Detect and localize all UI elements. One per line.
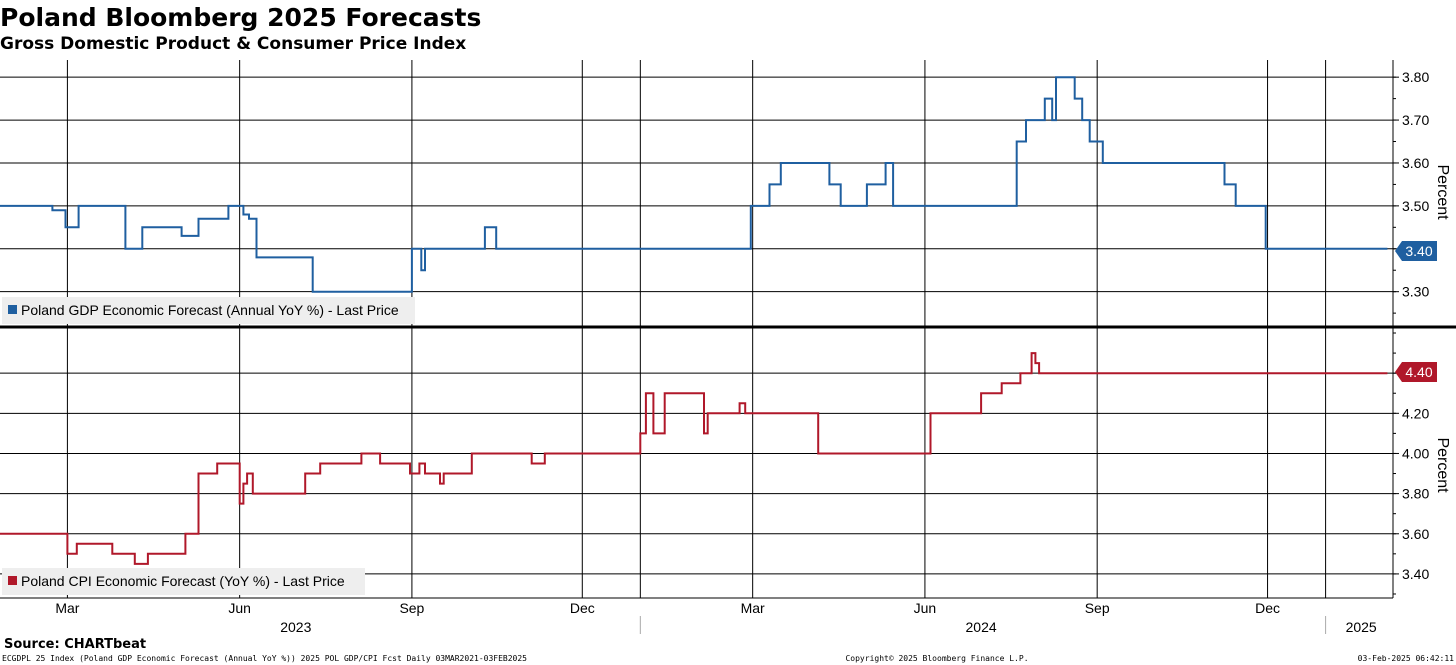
cpi-last-value: 4.40 [1405,364,1432,380]
gdp-ytick-label: 3.80 [1402,69,1429,85]
x-tick-label: Mar [741,600,765,616]
cpi-series [0,352,1388,565]
gdp-ytick-label: 3.50 [1402,198,1429,214]
grid [0,60,1393,598]
cpi-ytick-label: 3.40 [1402,566,1429,582]
cpi-ytick-label: 4.20 [1402,405,1429,421]
cpi-last-tag: 4.40 [1395,362,1437,382]
cpi-legend-label: Poland CPI Economic Forecast (YoY %) - L… [21,573,345,589]
x-year-label: 2024 [966,619,997,635]
gdp-ylabel: Percent [1434,164,1451,220]
footer-left: ECGDPL 25 Index (Poland GDP Economic For… [2,654,527,663]
gdp-last-value: 3.40 [1405,243,1432,259]
axes: Mar Jun Sep Dec Mar Jun Sep Dec 2023 2024 2025 3.80… [0,60,1456,635]
cpi-legend-swatch [8,576,17,585]
chart-title: Poland Bloomberg 2025 Forecasts [0,3,481,32]
x-year-label: 2023 [280,619,311,635]
gdp-legend-swatch [8,305,17,314]
gdp-ytick-label: 3.70 [1402,112,1429,128]
cpi-legend-box [2,568,365,595]
cpi-line [0,352,1388,565]
x-year-label: 2025 [1346,619,1377,635]
x-tick-label: Jun [228,600,251,616]
cpi-last-tag-shape [1395,362,1437,382]
cpi-legend: Poland CPI Economic Forecast (YoY %) - L… [2,568,365,595]
x-tick-label: Sep [399,600,424,616]
x-tick-label: Sep [1085,600,1110,616]
gdp-line [0,76,1388,293]
x-tick-label: Mar [55,600,79,616]
footer-center: Copyright© 2025 Bloomberg Finance L.P. [845,654,1028,663]
cpi-ytick-label: 4.00 [1402,445,1429,461]
cpi-ytick-label: 3.60 [1402,526,1429,542]
gdp-legend-label: Poland GDP Economic Forecast (Annual YoY… [21,302,399,318]
gdp-legend: Poland GDP Economic Forecast (Annual YoY… [2,297,415,324]
x-tick-label: Dec [570,600,595,616]
gdp-ytick-label: 3.30 [1402,284,1429,300]
chart-subtitle: Gross Domestic Product & Consumer Price … [0,34,466,54]
gdp-legend-box [2,297,415,324]
x-tick-label: Jun [914,600,937,616]
x-tick-label: Dec [1255,600,1280,616]
cpi-ylabel: Percent [1434,437,1451,493]
gdp-last-tag-shape [1395,241,1437,261]
cpi-ytick-label: 3.80 [1402,486,1429,502]
gdp-series [0,76,1388,293]
gdp-last-tag: 3.40 [1395,241,1437,261]
footer-right: 03-Feb-2025 06:42:11 [1358,654,1455,663]
source-label: Source: CHARTbeat [4,637,146,652]
gdp-ytick-label: 3.60 [1402,155,1429,171]
